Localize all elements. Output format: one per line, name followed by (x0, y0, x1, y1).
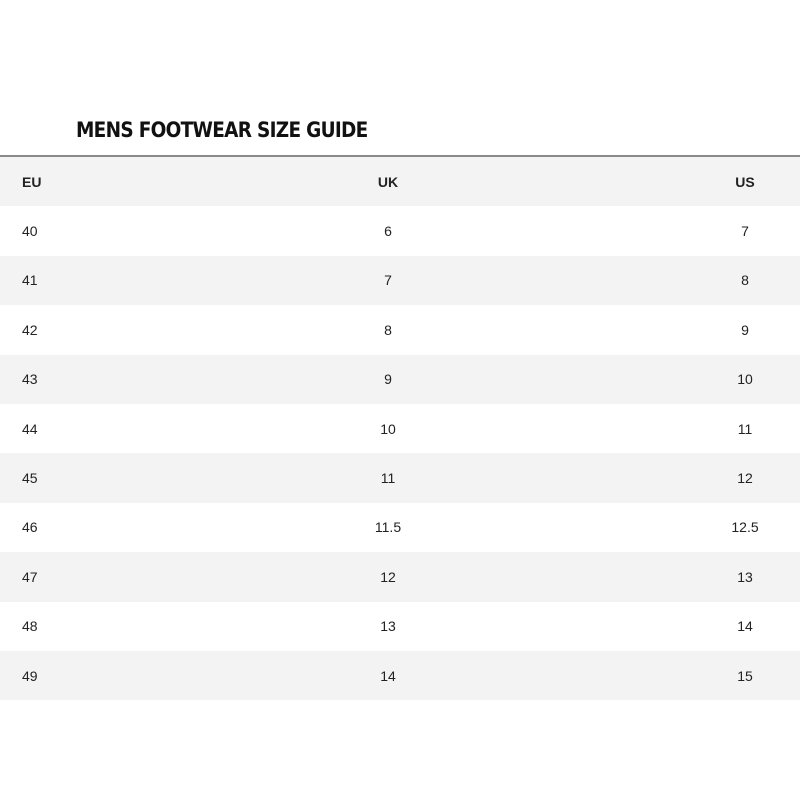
size-table: EU UK US 40 6 7 41 7 8 42 8 9 43 9 10 44 10 11 45 11 12 46… (0, 157, 800, 701)
cell-us: 11 (737, 420, 753, 437)
cell-eu: 47 (22, 568, 38, 585)
table-row: 47 12 13 (0, 552, 800, 602)
cell-us: 12.5 (731, 519, 759, 536)
cell-uk: 8 (384, 321, 392, 338)
table-row: 42 8 9 (0, 305, 800, 354)
cell-eu: 45 (22, 470, 38, 487)
header-eu: EU (22, 173, 42, 190)
page-title: MENS FOOTWEAR SIZE GUIDE (76, 118, 368, 142)
cell-us: 13 (737, 568, 753, 585)
cell-eu: 49 (22, 667, 38, 684)
cell-eu: 42 (22, 321, 38, 338)
cell-us: 7 (741, 223, 749, 240)
table-row: 41 7 8 (0, 255, 800, 306)
cell-uk: 13 (380, 618, 396, 635)
table-row: 46 11.5 12.5 (0, 503, 800, 552)
cell-uk: 12 (380, 568, 396, 585)
cell-us: 8 (741, 272, 749, 289)
cell-eu: 40 (22, 223, 38, 240)
cell-uk: 10 (380, 420, 396, 437)
cell-uk: 14 (380, 667, 396, 684)
table-row: 48 13 14 (0, 602, 800, 651)
table-header: EU UK US (0, 157, 800, 207)
header-uk: UK (377, 173, 399, 190)
table-row: 44 10 11 (0, 404, 800, 453)
table-row: 43 9 10 (0, 354, 800, 404)
cell-eu: 43 (22, 371, 38, 388)
cell-eu: 41 (22, 272, 38, 289)
table-row: 49 14 15 (0, 650, 800, 701)
cell-us: 10 (737, 371, 753, 388)
cell-uk: 11 (380, 470, 396, 487)
cell-us: 12 (737, 470, 753, 487)
cell-uk: 6 (384, 223, 392, 240)
cell-uk: 7 (384, 272, 392, 289)
cell-eu: 46 (22, 519, 38, 536)
cell-us: 14 (737, 618, 753, 635)
table-row: 40 6 7 (0, 206, 800, 255)
divider (0, 155, 800, 157)
header-us: US (735, 173, 755, 190)
cell-us: 15 (737, 667, 753, 684)
cell-eu: 48 (22, 618, 38, 635)
cell-uk: 11.5 (374, 519, 402, 536)
cell-uk: 9 (384, 371, 392, 388)
cell-eu: 44 (22, 420, 38, 437)
table-row: 45 11 12 (0, 453, 800, 503)
cell-us: 9 (741, 321, 749, 338)
